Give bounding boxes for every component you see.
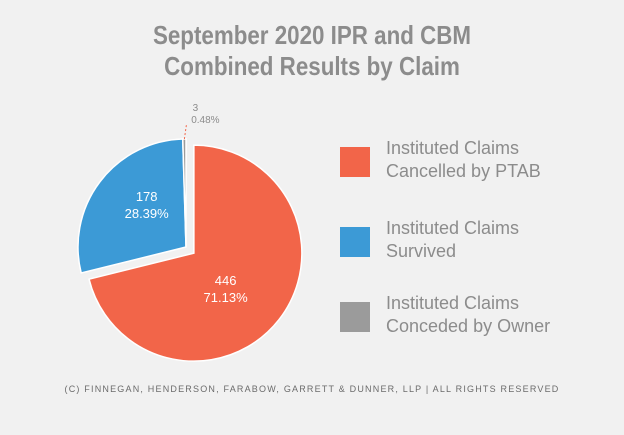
chart-title-line-2: Combined Results by Claim xyxy=(164,51,460,81)
data-label-value-survived: 178 xyxy=(136,189,158,204)
legend-label-cancelled: Instituted Claims Cancelled by PTAB xyxy=(386,137,541,183)
chart-title-line-1: September 2020 IPR and CBM xyxy=(152,20,472,50)
legend-label-line-1: Instituted Claims xyxy=(386,218,520,238)
legend-swatch-survived xyxy=(340,227,370,257)
copyright-footer: (C) FINNEGAN, HENDERSON, FARABOW, GARRET… xyxy=(64,384,560,394)
legend-label-line-1: Instituted Claims xyxy=(386,138,520,158)
legend-label-survived: Instituted Claims Survived xyxy=(386,217,519,263)
pie-slice-cancelled xyxy=(88,144,303,362)
legend-label-line-2: Survived xyxy=(386,241,457,261)
legend-swatch-cancelled xyxy=(340,147,370,177)
legend-label-line-2: Cancelled by PTAB xyxy=(386,161,541,181)
legend-label-conceded: Instituted Claims Conceded by Owner xyxy=(386,292,550,338)
legend-swatch-conceded xyxy=(340,302,370,332)
pie-slice-conceded xyxy=(181,138,187,248)
chart-title: September 2020 IPR and CBM Combined Resu… xyxy=(44,20,581,82)
data-label-percent-survived: 28.39% xyxy=(125,206,170,221)
data-label-percent-cancelled: 71.13% xyxy=(204,290,249,305)
pie-slice-survived xyxy=(77,138,187,274)
data-label-percent-conceded: 0.48% xyxy=(191,115,219,126)
data-label-value-conceded: 3 xyxy=(193,103,199,114)
legend-label-line-2: Conceded by Owner xyxy=(386,316,551,336)
leader-line-conceded xyxy=(183,124,187,140)
data-label-value-cancelled: 446 xyxy=(215,273,237,288)
legend-label-line-1: Instituted Claims xyxy=(386,293,520,313)
